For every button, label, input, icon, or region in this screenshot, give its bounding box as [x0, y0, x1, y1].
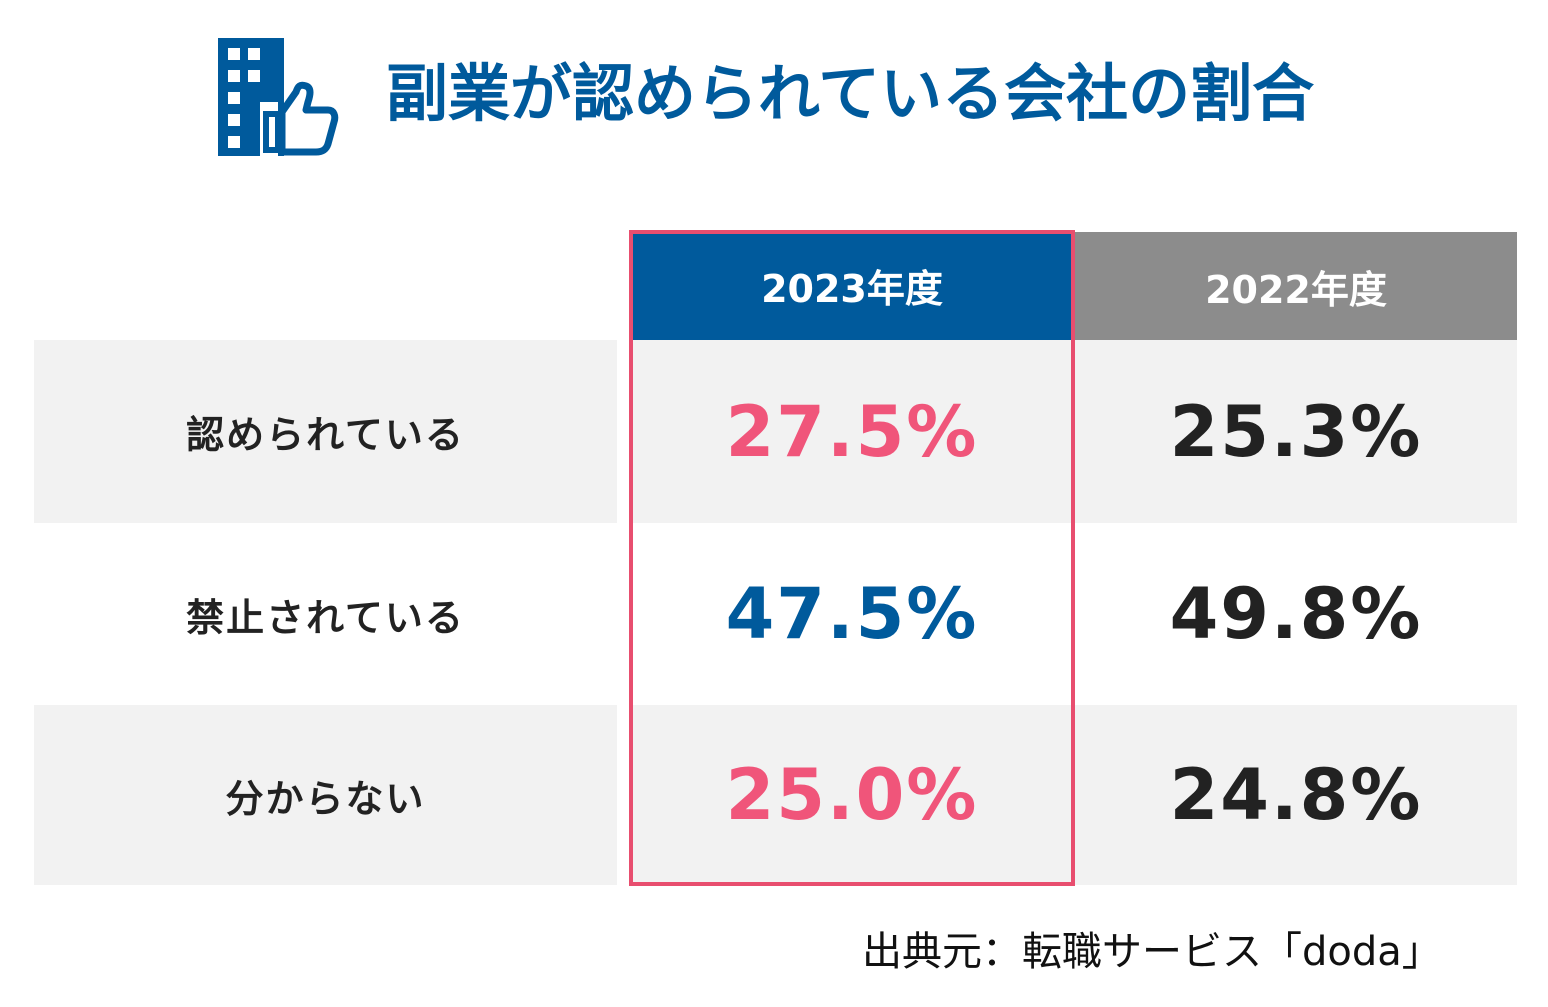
- column-header-2023: 2023年度: [629, 230, 1075, 340]
- table-row-shade-2022: [1075, 705, 1517, 885]
- value-2023-permitted: 27.5%: [725, 390, 979, 473]
- value-2023-unknown: 25.0%: [725, 754, 979, 836]
- value-2022-unknown: 24.8%: [1169, 754, 1423, 836]
- building-thumbs-up-icon: [218, 38, 339, 156]
- source-note: 出典元：転職サービス「doda」: [862, 929, 1442, 975]
- comparison-table: 2023年度 2022年度 認められている 27.5% 25.3% 禁止されてい…: [34, 230, 1517, 886]
- chart-title: 副業が認められている会社の割合: [386, 57, 1315, 130]
- value-2022-prohibited: 49.8%: [1169, 573, 1423, 655]
- table-row-shade-2023: [629, 340, 1075, 523]
- row-label-prohibited: 禁止されている: [186, 595, 465, 640]
- table-row-shade-2023: [629, 705, 1075, 885]
- row-label-permitted: 認められている: [186, 413, 465, 457]
- table-row: [34, 705, 617, 885]
- chart-header: 副業が認められている会社の割合: [0, 0, 1548, 190]
- column-header-2022: 2022年度: [1075, 232, 1517, 340]
- table-row-shade-2022: [1075, 340, 1517, 523]
- table-row: [34, 340, 617, 523]
- row-label-unknown: 分からない: [225, 776, 426, 821]
- value-2023-prohibited: 47.5%: [725, 573, 979, 655]
- value-2022-permitted: 25.3%: [1169, 390, 1423, 473]
